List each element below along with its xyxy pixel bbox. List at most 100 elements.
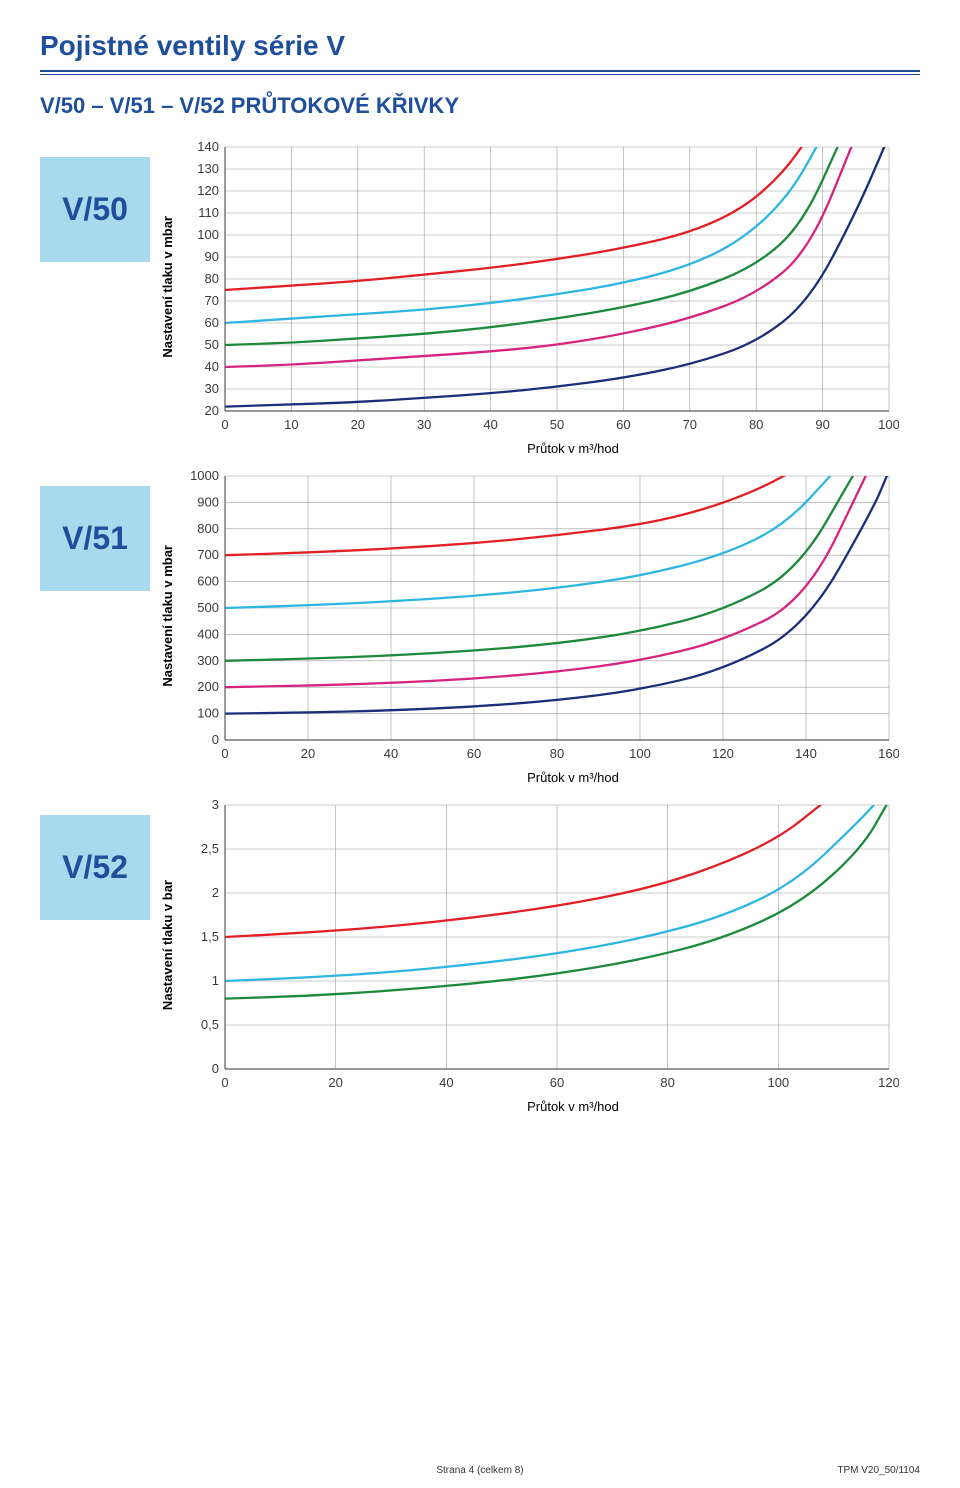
chart-v51: 0 20 40 60 80 100 120 140 160 0 100 200 300 400 500 600… — [179, 466, 899, 766]
x-tick: 100 — [878, 417, 899, 432]
y-tick: 400 — [197, 626, 219, 641]
curve-magenta — [225, 471, 868, 687]
x-tick: 120 — [878, 1075, 899, 1090]
chart-wrap: Nastavení tlaku v mbar 0 20 40 60 80 100 120 140… — [160, 466, 920, 766]
chart-wrap: Nastavení tlaku v bar 0 20 40 60 80 100 120 0 0,5… — [160, 795, 920, 1095]
page-title: Pojistné ventily série V — [40, 30, 920, 62]
chart-v52: 0 20 40 60 80 100 120 0 0,5 1 1,5 2 2,5 3 — [179, 795, 899, 1095]
x-tick: 80 — [550, 746, 564, 761]
y-tick: 3 — [212, 797, 219, 812]
y-tick: 500 — [197, 600, 219, 615]
chart-col: Nastavení tlaku v mbar 0 20 40 60 80 100 120 140… — [160, 466, 920, 785]
divider-top — [40, 70, 920, 72]
y-tick: 100 — [197, 227, 219, 242]
x-tick: 60 — [550, 1075, 564, 1090]
badge-col: V/51 — [40, 466, 160, 591]
y-tick: 100 — [197, 706, 219, 721]
curve-cyan — [225, 801, 878, 981]
xlabel: Průtok v m³/hod — [226, 770, 920, 785]
curve-red — [225, 803, 823, 937]
badge-col: V/52 — [40, 795, 160, 920]
xlabel: Průtok v m³/hod — [226, 1099, 920, 1114]
y-tick: 50 — [205, 337, 219, 352]
y-tick: 2,5 — [201, 841, 219, 856]
ylabel: Nastavení tlaku v mbar — [160, 216, 175, 358]
curve-red — [225, 137, 809, 290]
y-tick: 30 — [205, 381, 219, 396]
chart-row-v51: V/51 Nastavení tlaku v mbar 0 20 40 60 80 100 12… — [40, 466, 920, 785]
y-tick: 130 — [197, 161, 219, 176]
curve-cyan — [225, 137, 823, 323]
y-tick: 300 — [197, 653, 219, 668]
y-tick: 800 — [197, 521, 219, 536]
y-tick: 1 — [212, 973, 219, 988]
curve-green — [225, 471, 856, 661]
x-tick: 100 — [767, 1075, 789, 1090]
x-tick: 80 — [749, 417, 763, 432]
x-tick: 50 — [550, 417, 564, 432]
chart-col: Nastavení tlaku v bar 0 20 40 60 80 100 120 0 0,5… — [160, 795, 920, 1114]
x-tick: 20 — [328, 1075, 342, 1090]
badge-col: V/50 — [40, 137, 160, 262]
y-tick: 60 — [205, 315, 219, 330]
y-tick: 900 — [197, 494, 219, 509]
curve-cyan — [225, 471, 835, 608]
y-tick: 1000 — [190, 468, 219, 483]
footer-center: Strana 4 (celkem 8) — [40, 1465, 920, 1476]
x-tick: 40 — [439, 1075, 453, 1090]
y-tick: 70 — [205, 293, 219, 308]
x-tick: 40 — [483, 417, 497, 432]
x-tick: 0 — [221, 746, 228, 761]
badge-v50: V/50 — [40, 157, 150, 262]
curve-magenta — [225, 137, 856, 367]
y-tick: 80 — [205, 271, 219, 286]
y-tick: 200 — [197, 679, 219, 694]
chart-wrap: Nastavení tlaku v mbar 0 10 20 30 40 50 60 70 80 9… — [160, 137, 920, 437]
y-tick: 700 — [197, 547, 219, 562]
chart-v50: 0 10 20 30 40 50 60 70 80 90 100 20 30 40 50 60 70 80 90 10… — [179, 137, 899, 437]
y-tick: 40 — [205, 359, 219, 374]
x-tick: 0 — [221, 1075, 228, 1090]
x-tick: 0 — [221, 417, 228, 432]
page-footer: Strana 4 (celkem 8) TPM V20_50/1104 — [40, 1465, 920, 1476]
x-tick: 40 — [384, 746, 398, 761]
x-tick: 120 — [712, 746, 734, 761]
y-tick: 90 — [205, 249, 219, 264]
x-tick: 10 — [284, 417, 298, 432]
chart-row-v50: V/50 Nastavení tlaku v mbar 0 10 20 30 40 50 60 7… — [40, 137, 920, 456]
y-tick: 0 — [212, 732, 219, 747]
badge-v52: V/52 — [40, 815, 150, 920]
x-tick: 60 — [616, 417, 630, 432]
x-tick: 80 — [660, 1075, 674, 1090]
curve-green — [225, 137, 843, 345]
x-tick: 20 — [301, 746, 315, 761]
x-tick: 60 — [467, 746, 481, 761]
x-tick: 30 — [417, 417, 431, 432]
ylabel: Nastavení tlaku v bar — [160, 880, 175, 1010]
curve-red — [225, 471, 794, 555]
chart-row-v52: V/52Nastavení tlaku v bar020406080100120… — [40, 795, 920, 1114]
x-tick: 140 — [795, 746, 817, 761]
divider-bottom — [40, 74, 920, 75]
y-tick: 600 — [197, 574, 219, 589]
x-tick: 100 — [629, 746, 651, 761]
y-tick: 120 — [197, 183, 219, 198]
y-tick: 2 — [212, 885, 219, 900]
x-tick: 20 — [351, 417, 365, 432]
chart-col: Nastavení tlaku v mbar 0 10 20 30 40 50 60 70 80 9… — [160, 137, 920, 456]
xlabel: Průtok v m³/hod — [226, 441, 920, 456]
y-tick: 1,5 — [201, 929, 219, 944]
ylabel: Nastavení tlaku v mbar — [160, 545, 175, 687]
y-tick: 140 — [197, 139, 219, 154]
x-tick: 90 — [815, 417, 829, 432]
badge-v51: V/51 — [40, 486, 150, 591]
x-tick: 160 — [878, 746, 899, 761]
charts-container: V/50Nastavení tlaku v mbar01020304050607… — [40, 137, 920, 1114]
y-tick: 110 — [198, 205, 219, 220]
y-tick: 20 — [205, 403, 219, 418]
y-tick: 0 — [212, 1061, 219, 1076]
y-tick: 0,5 — [201, 1017, 219, 1032]
page-subtitle: V/50 – V/51 – V/52 PRŮTOKOVÉ KŘIVKY — [40, 93, 920, 119]
x-tick: 70 — [683, 417, 697, 432]
grid: 0 20 40 60 80 100 120 140 160 0 100 200 300 400 500 600… — [190, 468, 899, 761]
